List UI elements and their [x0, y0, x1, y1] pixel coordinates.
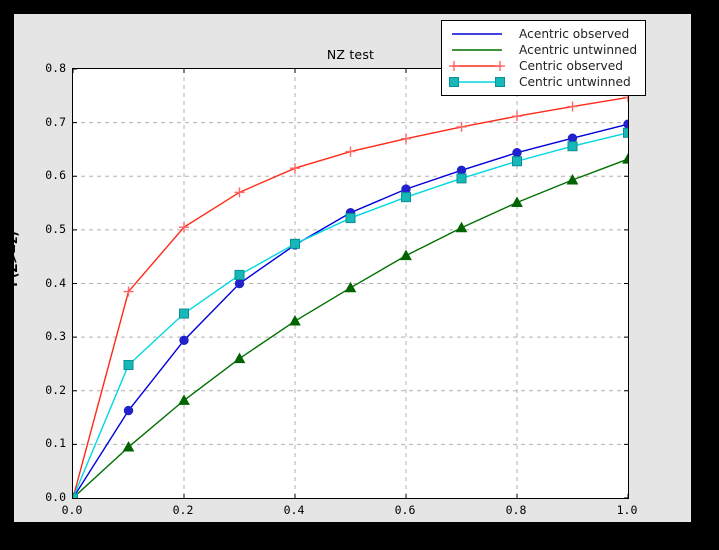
data-point-square — [449, 77, 459, 87]
data-point-circle — [401, 184, 411, 194]
data-point-square — [495, 77, 505, 87]
x-tick-label: 0.8 — [505, 503, 527, 517]
data-point-triangle — [511, 196, 523, 208]
x-axis-ticks: 0.0 0.2 0.4 0.6 0.8 1.0 — [62, 503, 638, 523]
data-point-circle — [456, 165, 467, 176]
y-tick-label: 0.3 — [45, 329, 66, 344]
chart-legend: Acentric observed Acentric untwinned Centr… — [441, 20, 647, 96]
legend-swatch — [448, 74, 519, 90]
series-line-2 — [73, 96, 628, 498]
y-tick-label: 0.4 — [45, 275, 66, 290]
x-tick-label: 0.4 — [283, 503, 305, 517]
series-line-3 — [73, 132, 628, 498]
x-axis-label: Z — [346, 522, 355, 536]
data-point-plus — [401, 133, 411, 144]
series-markers-1 — [73, 153, 628, 498]
data-point-triangle — [622, 153, 628, 164]
series-line-0 — [73, 123, 628, 498]
chart-title: NZ test — [326, 47, 375, 62]
data-point-square — [345, 213, 356, 224]
data-point-circle — [123, 405, 134, 416]
legend-line-sample-square-icon — [449, 77, 505, 87]
data-point-plus — [179, 222, 189, 233]
legend-entry: Centric untwinned — [448, 74, 637, 90]
legend-label: Acentric untwinned — [519, 43, 638, 57]
y-tick-label: 0.2 — [45, 382, 66, 397]
x-tick-label: 0.0 — [61, 503, 83, 517]
data-point-triangle — [289, 315, 301, 326]
data-point-square — [512, 156, 522, 167]
data-point-triangle — [122, 441, 135, 452]
series-markers-3 — [73, 127, 628, 498]
data-point-circle — [512, 147, 522, 158]
legend-line-sample-triangle-icon — [452, 49, 502, 51]
data-point-triangle — [566, 173, 579, 185]
data-point-plus — [512, 111, 522, 122]
data-point-triangle — [178, 394, 190, 405]
y-tick-label: 0.6 — [45, 168, 66, 183]
data-point-circle — [179, 335, 189, 346]
figure-canvas: NZ test P(Z>=z) Z 0.0 0.1 0.2 0.3 0.4 0.5 0.6 0… — [6, 14, 691, 536]
data-point-plus — [449, 61, 459, 71]
data-point-square — [623, 127, 628, 138]
data-point-plus — [345, 146, 356, 157]
legend-line-sample-circle-icon — [452, 33, 502, 35]
data-point-triangle — [455, 221, 468, 233]
series-markers — [73, 92, 628, 498]
y-tick-label: 0.5 — [45, 221, 66, 236]
data-point-triangle — [400, 249, 412, 261]
legend-swatch — [448, 58, 519, 74]
data-point-plus — [495, 61, 505, 71]
data-point-triangle — [344, 281, 357, 293]
data-point-square — [73, 493, 78, 498]
data-point-square — [401, 192, 411, 203]
series-lines — [73, 96, 628, 498]
data-point-plus — [456, 121, 467, 132]
legend-label: Centric observed — [519, 59, 623, 73]
data-point-circle — [623, 119, 628, 129]
data-point-plus — [123, 286, 134, 297]
data-point-square — [179, 308, 189, 319]
data-point-square — [123, 360, 134, 371]
legend-line-sample-plus-icon — [449, 61, 505, 71]
y-tick-label: 0.0 — [45, 490, 66, 504]
legend-entry: Acentric observed — [448, 26, 637, 42]
x-tick-label: 1.0 — [616, 503, 638, 517]
data-point-plus — [623, 92, 628, 103]
legend-label: Centric untwinned — [519, 75, 631, 89]
legend-table: Acentric observed Acentric untwinned Centr… — [448, 26, 637, 90]
y-tick-label: 0.8 — [45, 61, 66, 75]
data-point-square — [290, 238, 300, 249]
data-point-triangle — [233, 352, 246, 364]
data-point-plus — [234, 187, 245, 198]
data-point-circle — [567, 133, 578, 143]
legend-entry: Acentric untwinned — [448, 42, 637, 58]
y-tick-label: 0.1 — [45, 436, 66, 451]
data-point-plus — [290, 163, 300, 174]
legend-entry: Centric observed — [448, 58, 637, 74]
legend-swatch — [448, 26, 519, 42]
data-point-square — [456, 173, 467, 184]
legend-label: Acentric observed — [519, 27, 630, 41]
y-axis-ticks: 0.0 0.1 0.2 0.3 0.4 0.5 0.6 0.7 0.8 — [14, 61, 66, 504]
y-tick-label: 0.7 — [45, 114, 66, 129]
data-point-square — [567, 141, 578, 152]
x-tick-label: 0.2 — [172, 503, 194, 517]
legend-swatch — [448, 42, 519, 58]
plot-area — [72, 68, 629, 499]
data-point-circle — [234, 278, 245, 289]
chart-svg — [73, 69, 628, 498]
series-markers-2 — [73, 92, 628, 498]
data-point-square — [234, 269, 245, 280]
x-tick-label: 0.6 — [394, 503, 416, 517]
data-point-plus — [567, 101, 578, 112]
